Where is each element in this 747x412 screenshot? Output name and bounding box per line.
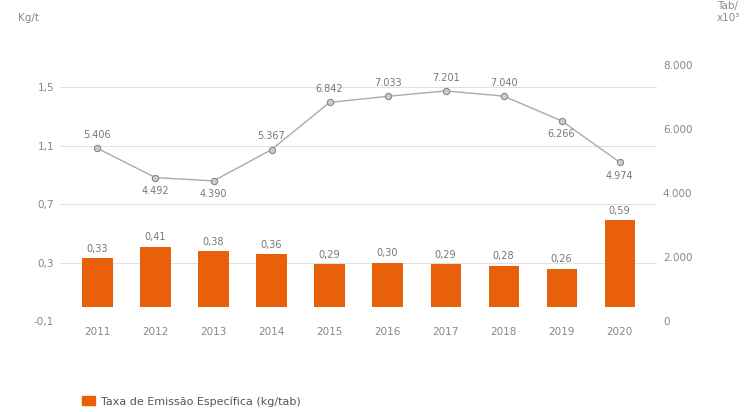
Text: 5.406: 5.406 bbox=[84, 130, 111, 140]
Text: 0,59: 0,59 bbox=[609, 206, 630, 216]
Text: 0,28: 0,28 bbox=[493, 251, 515, 261]
Bar bbox=[256, 254, 287, 307]
Text: 6.842: 6.842 bbox=[316, 84, 344, 94]
Bar bbox=[314, 265, 344, 307]
Text: Tab/
x10³: Tab/ x10³ bbox=[717, 0, 740, 23]
Text: 0,33: 0,33 bbox=[87, 244, 108, 254]
Bar bbox=[547, 269, 577, 307]
Text: Kg/t: Kg/t bbox=[18, 13, 39, 23]
Text: 6.266: 6.266 bbox=[548, 129, 575, 139]
Text: 4.974: 4.974 bbox=[606, 171, 633, 180]
Text: 7.201: 7.201 bbox=[432, 73, 459, 83]
Text: 7.040: 7.040 bbox=[490, 78, 518, 88]
Bar bbox=[199, 251, 229, 307]
Bar bbox=[430, 265, 461, 307]
Text: 4.390: 4.390 bbox=[199, 189, 227, 199]
Bar bbox=[489, 266, 518, 307]
Text: 0,38: 0,38 bbox=[202, 237, 224, 247]
Text: 5.367: 5.367 bbox=[258, 131, 285, 141]
Text: 0,30: 0,30 bbox=[376, 248, 398, 258]
Text: 4.492: 4.492 bbox=[142, 186, 170, 196]
Bar bbox=[604, 220, 635, 307]
Bar bbox=[373, 263, 403, 307]
Text: 0,29: 0,29 bbox=[435, 250, 456, 260]
Text: 0,29: 0,29 bbox=[319, 250, 341, 260]
Bar bbox=[82, 258, 113, 307]
Text: 0,41: 0,41 bbox=[145, 232, 167, 242]
Bar bbox=[140, 247, 170, 307]
Text: 7.033: 7.033 bbox=[374, 78, 401, 88]
Legend: Taxa de Emissão Específica (kg/tab), Produção Anual de Aço Bruto (tab x 10³): Taxa de Emissão Específica (kg/tab), Pro… bbox=[77, 391, 330, 412]
Text: 0,36: 0,36 bbox=[261, 240, 282, 250]
Text: 0,26: 0,26 bbox=[551, 254, 572, 265]
